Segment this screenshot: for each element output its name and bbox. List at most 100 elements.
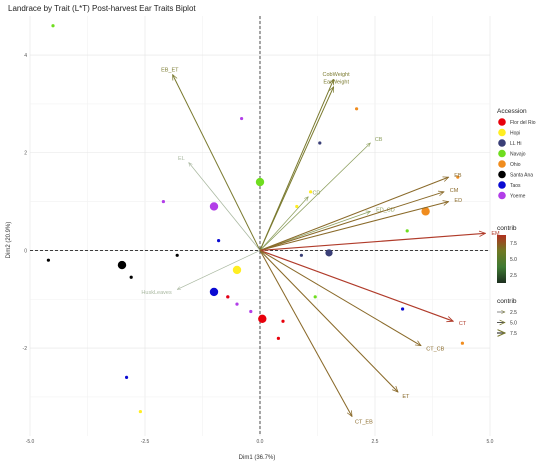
data-point [313,295,317,299]
vector-arrow [259,197,308,251]
vector-arrow [259,211,370,251]
data-point [281,319,285,323]
vector-arrow [259,250,353,416]
plot-panel: -5.0 -2.5 0.0 2.5 5.0 -2 0 2 4 EB_ET EL CobWeightEa… [23,16,500,445]
x-axis-label: Dim1 (36.7%) [239,455,276,461]
x-tick-label: -5.0 [26,439,35,445]
vector-label: CT [459,321,467,327]
data-point [125,375,129,379]
vector-arrow [259,233,485,252]
data-point [249,309,253,314]
vector-arrow [259,192,444,251]
legend-item-label: Flor del Rio [510,120,536,126]
data-point [456,175,460,179]
vector-label: CT_EB [355,420,373,426]
x-tick-label: -2.5 [141,439,150,445]
data-point [460,341,464,345]
vector-label: EB_ET [161,67,179,73]
legend-item-label: Taos [510,183,521,189]
contrib-color-label: 5.0 [510,257,517,263]
legend-key [498,181,506,189]
data-point [138,409,142,414]
legend-item-label: Yoeme [510,193,526,199]
x-tick-label: 0.0 [257,439,264,445]
data-point [295,204,299,209]
data-point [209,202,219,211]
vector-arrow [177,250,261,290]
data-point [276,336,280,340]
legend-key [498,128,506,137]
vector-label: CobWeight [323,72,351,78]
vector-label: ET [402,394,410,400]
vector-arrow [259,177,449,251]
legend-key [498,149,506,158]
data-point [421,207,430,216]
legend-key [498,170,506,179]
vector-arrow [259,250,398,392]
x-tick-label: 5.0 [487,439,494,445]
vector-label: EB [454,173,462,179]
data-point [51,24,55,28]
vector-arrow [259,202,449,251]
data-point [240,116,244,121]
data-point [235,302,239,306]
x-tick-label: 2.5 [372,439,379,445]
legend-item-label: Santa Ana [510,172,533,178]
y-tick-label: 2 [24,151,27,157]
data-point [217,239,221,243]
data-point [318,141,322,145]
data-point [175,253,179,257]
contrib-color-bar [497,235,506,283]
data-point [405,229,409,233]
data-point [161,199,165,204]
legend-key [498,139,506,147]
vector-label: CM [450,188,459,194]
vector-label: EL [178,156,185,162]
vector-arrow [259,79,335,251]
y-axis-label: Dim2 (20.9%) [6,222,12,259]
data-point [129,275,133,279]
legend-item-label: Ohio [510,162,521,168]
contrib-color-legend-title: contrib [497,225,517,232]
vector-arrow [259,249,421,345]
legend-item-label: Hopi [510,130,520,136]
vector-arrow [259,249,453,321]
vector-label: EarWeight [323,79,349,85]
vector-label: HuskLeaves [141,290,172,296]
data-point [401,307,405,311]
y-tick-label: -2 [23,346,28,352]
data-point [255,177,265,187]
contrib-color-label: 2.5 [510,273,517,279]
vector-label: CD [312,190,320,196]
data-point [309,190,313,194]
data-point [226,295,230,299]
vector-arrow [259,143,370,251]
accession-legend-title: Accession [497,108,527,115]
data-point [258,314,267,323]
legend-key [498,160,506,168]
chart-title: Landrace by Trait (L*T) Post-harvest Ear… [8,4,196,13]
data-point [209,287,219,297]
legend-key [498,191,506,200]
data-point [299,253,303,257]
vector-label: ED [454,198,462,204]
contrib-arrow-legend-title: contrib [497,298,517,305]
contrib-arrow-label: 5.0 [510,320,517,326]
legend-item-label: Navajo [510,151,526,157]
data-point [46,258,51,262]
vector-arrow [172,75,261,251]
y-tick-label: 4 [24,53,27,59]
vector-label: CB [375,137,383,143]
contrib-arrow-label: 2.5 [510,310,517,316]
data-point [232,265,242,275]
contrib-arrow-label: 7.5 [510,331,517,337]
legend-key [498,118,506,126]
vector-label: CT_CB [426,347,444,353]
data-point [325,249,333,257]
data-point [355,107,359,111]
legend-item-label: LL Hi [510,141,522,147]
data-point [117,260,127,270]
vector-arrow [189,163,261,251]
vector-label: EM [491,231,500,237]
